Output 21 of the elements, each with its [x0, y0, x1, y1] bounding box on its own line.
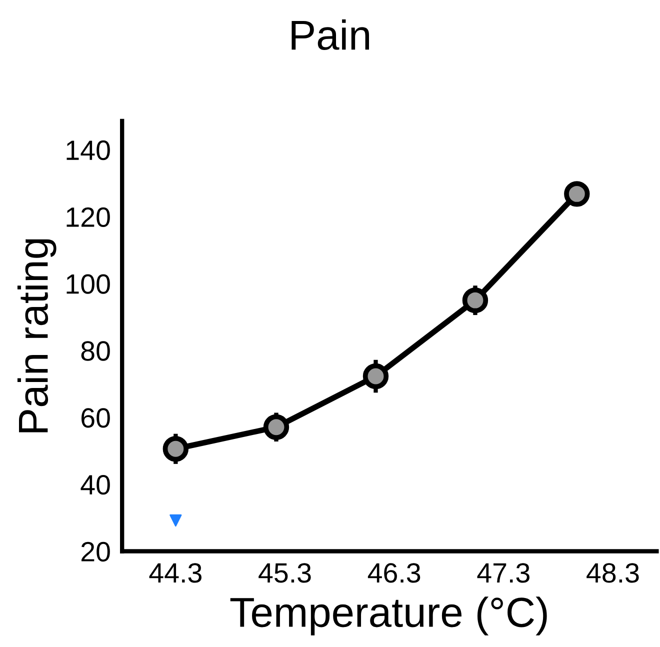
point: [162, 436, 189, 462]
y-tick-label: 60: [82, 408, 110, 428]
x-axis-title: Temperature (°C): [230, 596, 547, 636]
x-tick-label: 48.3: [586, 563, 639, 583]
x-tick-label: 45.3: [258, 563, 311, 583]
point: [362, 363, 389, 390]
x-tick-label: 44.3: [149, 563, 202, 583]
y-axis-title: Pain rating: [17, 239, 56, 432]
y-tick-label: 20: [81, 542, 110, 562]
point: [263, 414, 290, 440]
point: [564, 181, 590, 207]
y-tick-label: 140: [66, 140, 110, 160]
chart-title: Pain: [292, 19, 369, 50]
point: [170, 514, 182, 527]
x-tick-label: 46.3: [368, 563, 420, 583]
y-tick-label: 120: [66, 207, 110, 228]
y-tick-label: 80: [81, 341, 110, 361]
point: [462, 287, 488, 314]
y-tick-label: 40: [80, 475, 110, 495]
x-tick-label: 47.3: [477, 563, 530, 583]
y-tick-label: 100: [66, 274, 110, 294]
